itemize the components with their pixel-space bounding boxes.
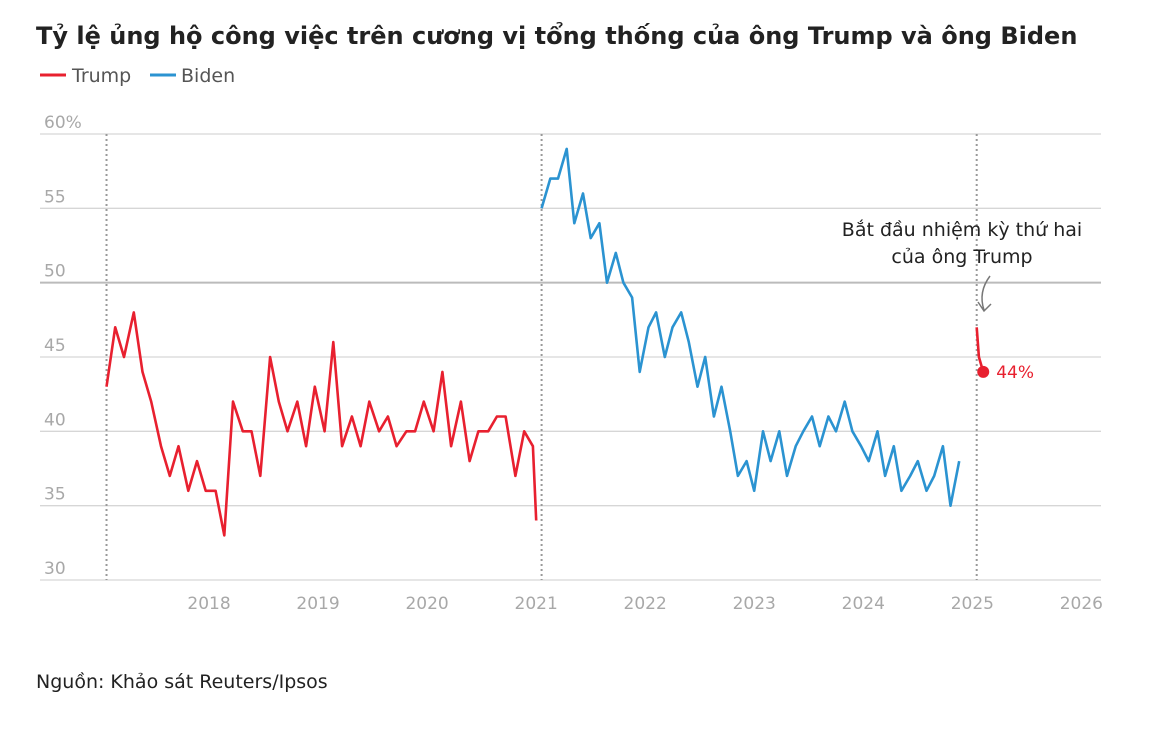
annotation: Bắt đầu nhiệm kỳ thứ hai (842, 218, 1082, 241)
x-tick-label: 2024 (842, 594, 885, 614)
y-tick-label: 55 (44, 187, 66, 207)
end-point (977, 365, 990, 378)
series-line (105, 311, 538, 537)
plot-area: 30 35 40 45 50 55 60% 2018 2019 2020 2021 2022 2023 2… (40, 113, 1103, 614)
x-tick-label: 2020 (405, 594, 448, 614)
y-tick-label: 40 (44, 410, 66, 430)
annotation: của ông Trump (891, 246, 1032, 268)
x-tick-label: 2022 (624, 594, 667, 614)
y-tick-label: 30 (44, 559, 66, 579)
x-tick-label: 2021 (515, 594, 558, 614)
x-tick-label: 2026 (1060, 594, 1103, 614)
y-tick-label: 45 (44, 336, 66, 356)
x-tick-label: 2023 (733, 594, 776, 614)
chart-title: Tỷ lệ ủng hộ công việc trên cương vị tổn… (36, 20, 1077, 50)
y-tick-label: 60% (44, 113, 82, 133)
source: Nguồn: Khảo sát Reuters/Ipsos (36, 671, 328, 693)
y-tick-label: 35 (44, 485, 66, 505)
x-tick-label: 2019 (296, 594, 339, 614)
legend-label: Biden (181, 65, 235, 87)
data-label: 44% (996, 363, 1034, 383)
x-tick-label: 2025 (951, 594, 994, 614)
x-tick-label: 2018 (187, 594, 230, 614)
annotation-arrow (977, 275, 992, 313)
y-tick-label: 50 (44, 262, 66, 282)
legend: Trump Biden (40, 65, 235, 87)
series-line (540, 147, 961, 507)
legend-label: Trump (71, 65, 131, 87)
